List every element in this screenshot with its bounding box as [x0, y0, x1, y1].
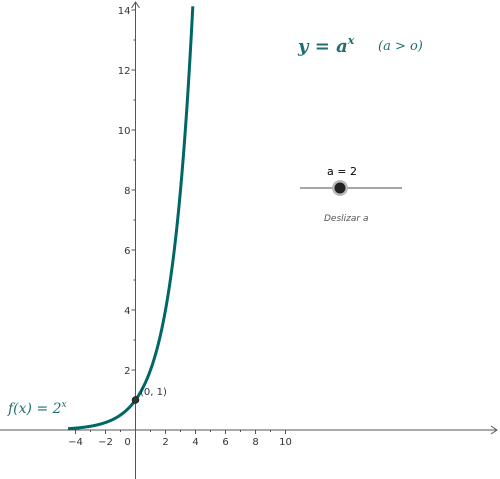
slider-knob[interactable]: [334, 182, 346, 194]
title-formula: y = ax: [297, 34, 355, 57]
function-label-exponent: x: [62, 400, 67, 410]
function-label: f(x) = 2x: [7, 400, 67, 417]
function-curve[interactable]: [67, 6, 195, 431]
function-label-lhs: f(x) = 2: [7, 401, 62, 417]
title-formula-lhs: y = a: [297, 36, 348, 57]
tick-labels: −4 −2 0 2 4 6 8 10 2 4 6 8 10 12 14: [68, 6, 292, 448]
x-tick-label: 10: [279, 437, 292, 448]
x-tick-label: −4: [68, 437, 83, 448]
y-tick-label: 4: [124, 306, 130, 317]
x-tick-label: 0: [124, 437, 130, 448]
title-formula-condition: (a > o): [378, 39, 423, 54]
x-tick-label: 8: [252, 437, 258, 448]
x-tick-label: 4: [192, 437, 198, 448]
y-axis-arrow: [131, 1, 140, 9]
x-axis-arrow: [490, 425, 498, 435]
tick-marks: [75, 9, 286, 434]
slider-a[interactable]: a = 2 Deslizar a: [300, 165, 402, 224]
y-tick-label: 14: [118, 6, 131, 17]
y-tick-label: 2: [124, 366, 130, 377]
y-tick-label: 6: [124, 246, 130, 257]
y-tick-label: 8: [124, 186, 130, 197]
x-tick-label: 6: [222, 437, 228, 448]
title-formula-exponent: x: [347, 34, 355, 47]
slider-caption: Deslizar a: [324, 214, 368, 224]
y-tick-label: 12: [118, 66, 131, 77]
x-tick-label: 2: [162, 437, 168, 448]
y-tick-label: 10: [118, 126, 131, 137]
slider-value-label: a = 2: [327, 165, 357, 178]
x-tick-label: −2: [98, 437, 113, 448]
point-0-1[interactable]: [131, 396, 140, 404]
point-label: (0, 1): [140, 387, 167, 398]
